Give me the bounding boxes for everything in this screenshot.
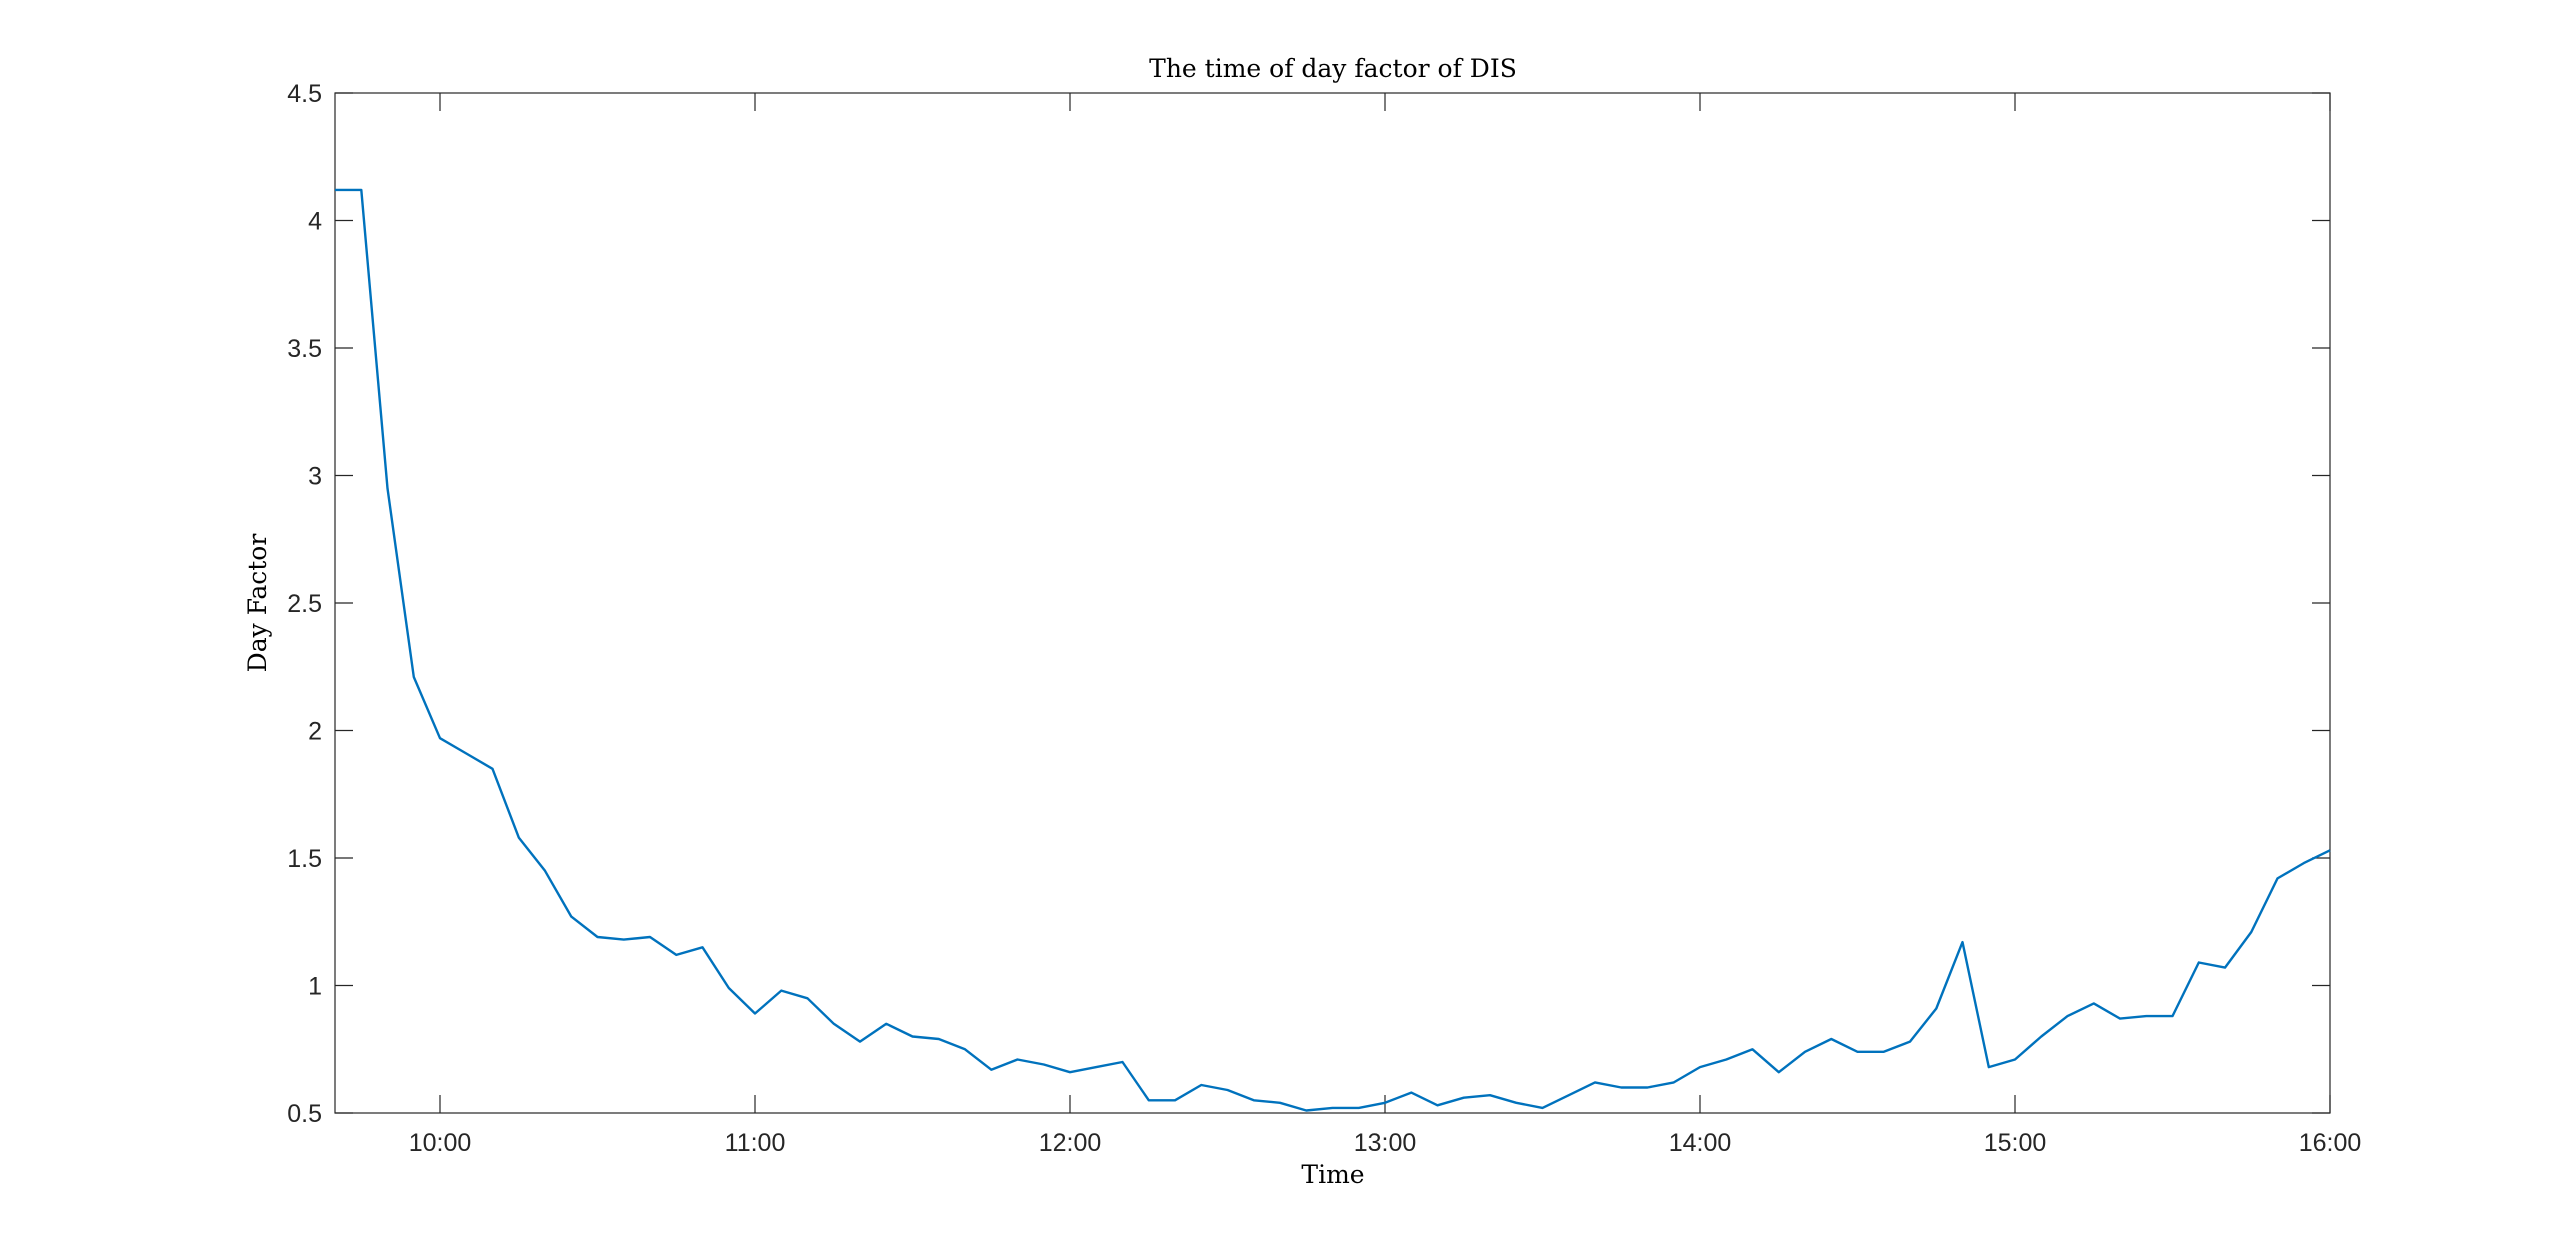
y-tick-label: 3 [308,463,322,491]
y-axis-label: Day Factor [243,534,272,673]
y-tick-label: 2.5 [287,590,322,618]
series-line [335,188,2331,1112]
x-tick-label: 14:00 [1669,1129,1732,1157]
x-axis-label: Time [1301,1160,1364,1189]
y-tick-label: 1 [308,973,322,1001]
x-axis: 10:00 11:00 12:00 13:00 14:00 15:00 16:00 [409,93,2362,1157]
y-tick-label: 4 [308,208,322,236]
y-tick-label: 3.5 [287,335,322,363]
x-tick-label: 10:00 [409,1129,472,1157]
y-tick-label: 2 [308,718,322,746]
x-tick-label: 16:00 [2299,1129,2362,1157]
plot-area-box [334,92,2331,1114]
chart-title: The time of day factor of DIS [1149,54,1517,83]
x-tick-label: 11:00 [725,1129,786,1157]
y-axis: 0.5 1 1.5 2 2.5 3 3.5 4 4.5 [287,80,2330,1128]
y-tick-label: 1.5 [287,845,322,873]
y-tick-label: 4.5 [287,80,322,108]
y-tick-label: 0.5 [287,1100,322,1128]
x-tick-label: 12:00 [1039,1129,1102,1157]
x-tick-label: 15:00 [1984,1129,2047,1157]
x-tick-label: 13:00 [1354,1129,1417,1157]
